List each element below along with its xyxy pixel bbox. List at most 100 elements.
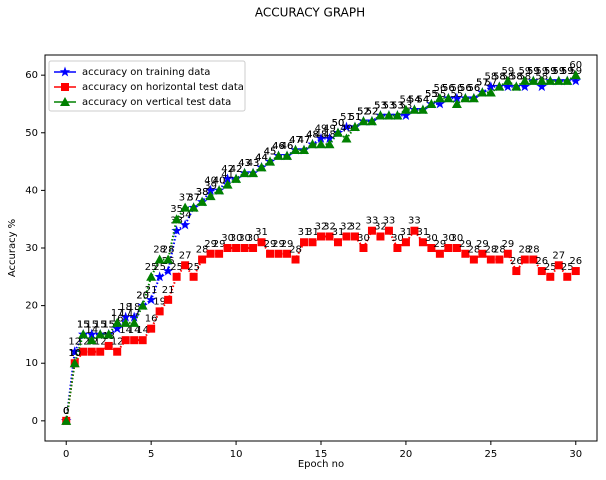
value-label: 41: [221, 170, 234, 181]
marker: [367, 226, 376, 235]
marker: [426, 98, 437, 108]
value-label: 53: [374, 100, 387, 111]
x-tick-label: 25: [484, 449, 497, 460]
marker: [359, 244, 368, 252]
value-label: 18: [119, 302, 132, 313]
value-label: 15: [85, 319, 98, 330]
value-label: 52: [357, 106, 370, 117]
marker: [528, 75, 539, 85]
x-axis-label: Epoch no: [298, 459, 344, 470]
marker: [172, 272, 181, 281]
value-label: 0: [63, 406, 69, 417]
value-label: 56: [442, 83, 455, 94]
value-label: 38: [196, 187, 209, 198]
legend-marker: [61, 83, 69, 91]
value-label: 31: [298, 227, 311, 238]
value-label: 58: [493, 72, 506, 83]
value-label: 31: [417, 227, 430, 238]
value-label: 47: [289, 135, 302, 146]
value-label: 18: [128, 302, 141, 313]
value-label: 58: [493, 72, 506, 83]
marker: [223, 244, 232, 252]
value-label: 28: [484, 245, 497, 256]
marker: [502, 75, 513, 85]
marker: [154, 271, 165, 282]
y-tick-label: 0: [32, 416, 38, 427]
value-label: 48: [315, 129, 328, 140]
marker: [485, 81, 497, 92]
value-label: 27: [552, 250, 565, 261]
marker: [409, 104, 420, 114]
marker: [222, 173, 233, 184]
x-tick-label: 20: [400, 449, 413, 460]
marker: [240, 244, 249, 252]
marker: [155, 307, 164, 316]
marker: [87, 347, 96, 356]
value-label: 14: [85, 325, 98, 336]
value-label: 59: [527, 66, 540, 77]
legend-marker: [59, 66, 71, 77]
value-label: 56: [467, 83, 480, 94]
marker: [316, 139, 326, 149]
marker: [164, 295, 173, 304]
value-label: 47: [289, 135, 302, 146]
marker: [519, 81, 531, 92]
marker: [333, 238, 342, 247]
marker: [342, 232, 351, 241]
marker: [341, 121, 352, 132]
marker: [86, 328, 97, 339]
legend-label: accuracy on vertical test data: [82, 97, 231, 108]
marker: [205, 191, 216, 201]
marker: [96, 347, 105, 356]
marker: [477, 87, 488, 97]
value-label: 54: [400, 95, 413, 106]
value-label: 54: [408, 95, 421, 106]
y-tick-label: 60: [25, 70, 38, 81]
marker: [444, 244, 453, 252]
value-label: 43: [247, 158, 260, 169]
value-label: 29: [281, 239, 294, 250]
value-label: 15: [77, 319, 90, 330]
value-label: 49: [323, 124, 336, 135]
marker: [536, 75, 547, 85]
value-label: 59: [552, 66, 565, 77]
value-label: 56: [467, 83, 480, 94]
legend: accuracy on training data accuracy on hor…: [48, 60, 246, 112]
marker: [189, 272, 198, 281]
value-label: 17: [119, 308, 132, 319]
value-label: 35: [170, 204, 183, 215]
marker: [502, 81, 514, 92]
marker: [205, 184, 216, 195]
value-label: 29: [459, 239, 472, 250]
value-label: 16: [145, 314, 158, 325]
value-label: 59: [527, 66, 540, 77]
marker: [291, 255, 300, 264]
value-label: 42: [221, 164, 234, 175]
value-label: 26: [535, 256, 548, 267]
y-tick-label: 50: [25, 128, 38, 139]
marker: [179, 219, 191, 230]
value-label: 37: [179, 193, 192, 204]
value-label: 52: [366, 106, 379, 117]
value-label: 52: [357, 106, 370, 117]
marker: [181, 261, 190, 270]
value-label: 51: [340, 112, 353, 123]
value-label: 31: [306, 227, 319, 238]
value-label: 58: [510, 72, 523, 83]
marker: [163, 254, 174, 264]
value-label: 56: [434, 83, 447, 94]
marker: [86, 335, 97, 345]
marker: [529, 255, 538, 264]
value-label: 44: [255, 152, 268, 163]
value-label: 29: [272, 239, 285, 250]
value-label: 50: [332, 118, 345, 129]
marker: [128, 311, 140, 322]
value-label: 30: [451, 233, 464, 244]
marker: [214, 185, 225, 195]
marker: [393, 244, 402, 252]
marker: [324, 133, 335, 143]
value-label: 59: [544, 66, 557, 77]
marker: [231, 173, 242, 183]
y-tick-label: 30: [25, 243, 38, 254]
marker: [401, 238, 410, 247]
